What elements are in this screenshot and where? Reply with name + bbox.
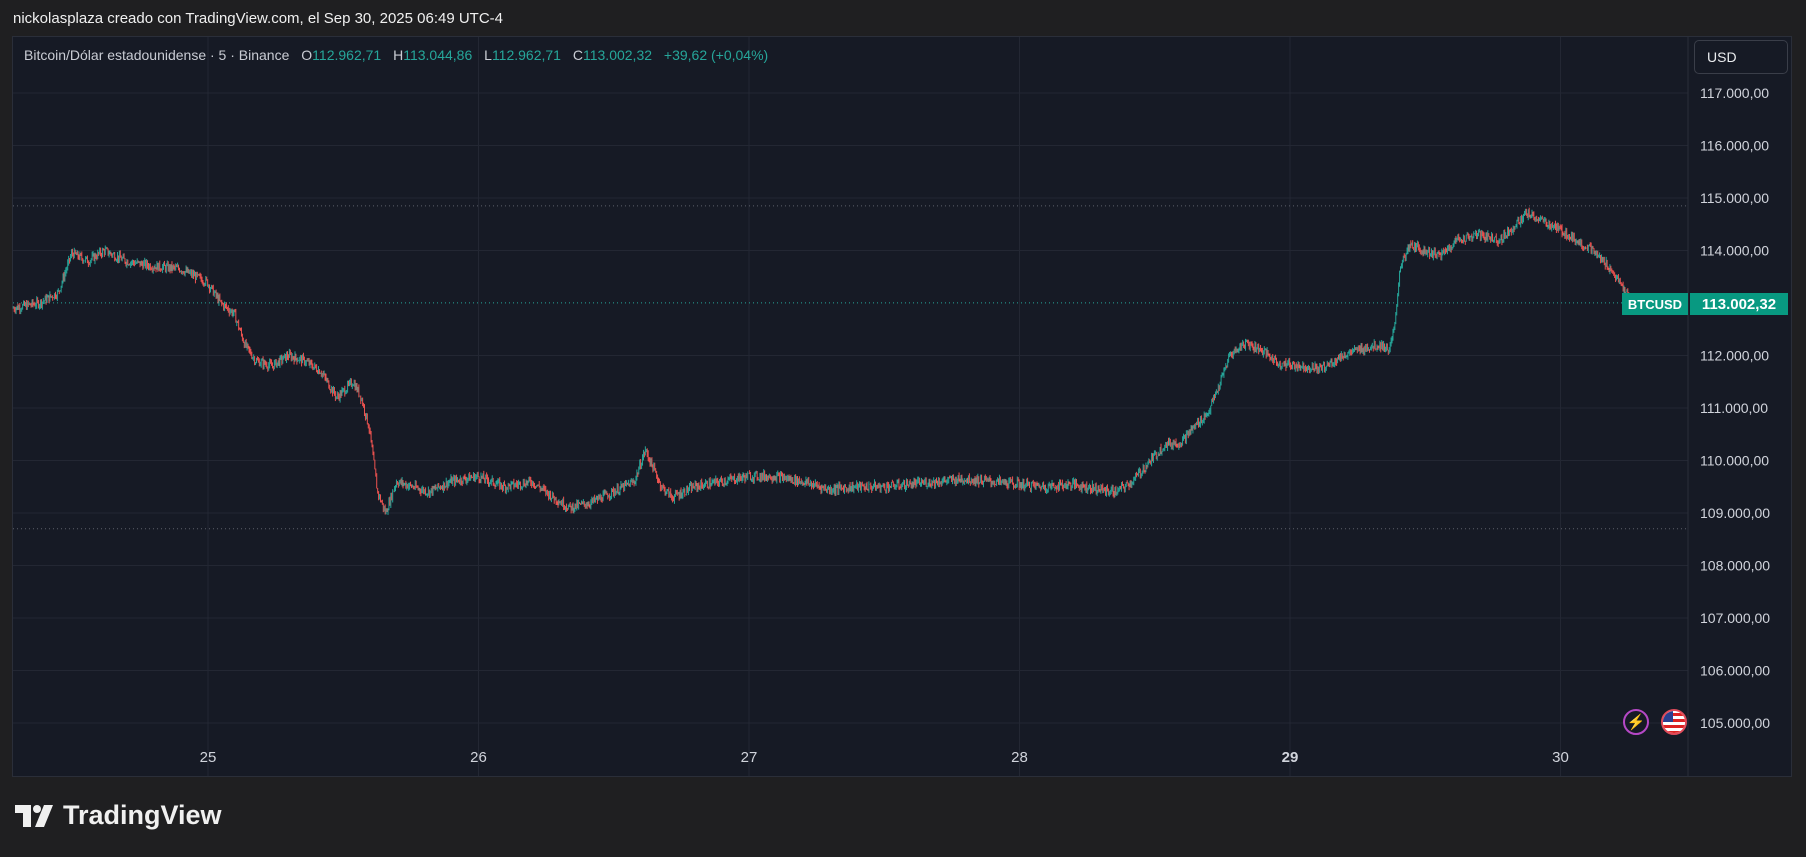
x-tick-label: 29	[1282, 749, 1299, 766]
legend-close-label: C	[572, 47, 583, 63]
y-tick-label: 117.000,00	[1700, 85, 1769, 101]
y-tick-label: 114.000,00	[1700, 243, 1769, 259]
legend-low-value: 112.962,71	[491, 47, 561, 63]
legend-high-value: 113.044,86	[403, 47, 473, 63]
x-tick-label: 26	[470, 749, 487, 766]
y-tick-label: 111.000,00	[1700, 400, 1768, 416]
y-tick-label: 109.000,00	[1700, 505, 1770, 521]
y-tick-label: 112.000,00	[1700, 348, 1769, 364]
legend-symbol: Bitcoin/Dólar estadounidense · 5 · Binan…	[24, 47, 290, 63]
y-tick-label: 107.000,00	[1700, 610, 1770, 626]
y-tick-label: 108.000,00	[1700, 558, 1770, 574]
chart-legend: Bitcoin/Dólar estadounidense · 5 · Binan…	[24, 47, 768, 63]
candles	[12, 207, 1634, 515]
tradingview-brand: TradingView	[63, 800, 222, 830]
y-tick-label: 115.000,00	[1700, 190, 1769, 206]
attribution-text: nickolasplaza creado con TradingView.com…	[13, 10, 504, 27]
last-price-symbol-tag: BTCUSD	[1622, 293, 1688, 315]
legend-open-label: O	[301, 47, 313, 63]
x-tick-label: 28	[1011, 749, 1028, 766]
tradingview-logo-icon	[15, 804, 53, 827]
x-tick-label: 25	[200, 749, 217, 766]
legend-close-value: 113.002,32	[582, 47, 653, 63]
legend-high-label: H	[393, 47, 404, 63]
us-flag-icon[interactable]	[1661, 709, 1687, 735]
legend-open-value: 112.962,71	[312, 47, 382, 63]
lightning-icon[interactable]: ⚡	[1623, 709, 1649, 735]
y-tick-label: 106.000,00	[1700, 663, 1770, 679]
last-price-tag: 113.002,32	[1690, 293, 1788, 315]
x-tick-label: 30	[1552, 749, 1569, 766]
y-tick-label: 105.000,00	[1700, 715, 1770, 731]
tradingview-logo[interactable]: TradingView	[15, 800, 222, 831]
legend-low-label: L	[484, 47, 492, 63]
y-tick-label: 110.000,00	[1700, 453, 1769, 469]
x-tick-label: 27	[741, 749, 758, 766]
currency-button[interactable]: USD	[1694, 40, 1788, 74]
legend-change: +39,62 (+0,04%)	[663, 47, 769, 63]
chart-pane[interactable]	[12, 36, 1792, 777]
y-tick-label: 116.000,00	[1700, 138, 1769, 154]
